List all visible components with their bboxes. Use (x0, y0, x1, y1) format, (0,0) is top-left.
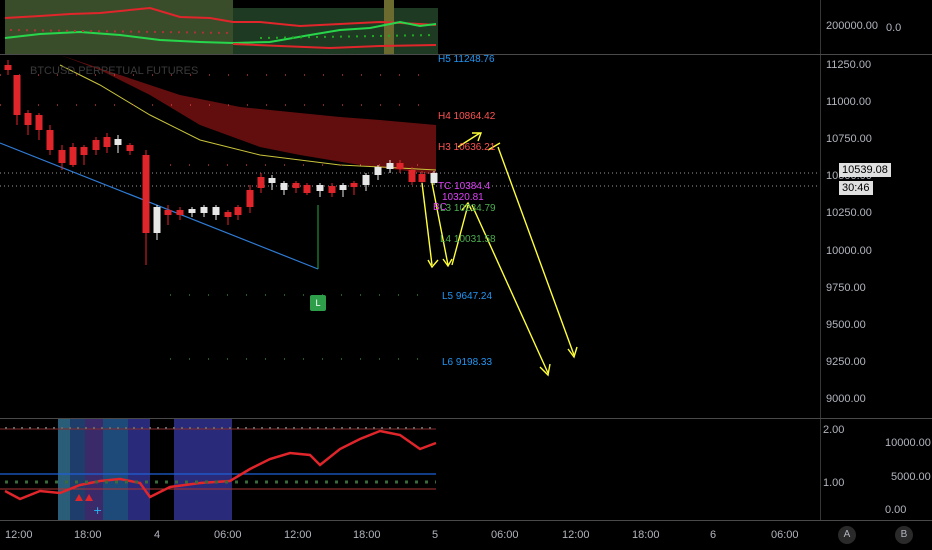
candle-body (386, 163, 394, 169)
level-h4: H4 10864.42 (438, 111, 496, 122)
price-tick: 10000.00 (826, 245, 872, 257)
level-l3: L3 10234.79 (440, 203, 496, 214)
time-label: 18:00 (632, 529, 660, 541)
top-indicator-graphic (4, 0, 438, 54)
top-price-label: 200000.00 (826, 20, 878, 32)
current-price-badge: 10539.08 (839, 163, 891, 177)
time-label: 12:00 (5, 529, 33, 541)
candle-body (246, 190, 254, 207)
countdown-badge: 30:46 (839, 181, 873, 195)
time-axis[interactable]: A B 12:00 18:00 4 06:00 12:00 18:00 5 06:00 12:0… (0, 521, 932, 550)
candle-body (303, 185, 311, 193)
candle-body (257, 177, 265, 188)
candle-body (164, 210, 172, 215)
level-h3: H3 10636.21 (438, 142, 496, 153)
candle-body (80, 147, 88, 155)
top-price-axis[interactable]: 200000.00 0.0 (820, 0, 932, 54)
time-label: 06:00 (214, 529, 242, 541)
auto-scale-label: A (843, 529, 851, 540)
main-chart-pane[interactable]: H5 11248.76 H4 10864.42 H3 10636.21 TC 1… (0, 55, 932, 418)
candle-body (188, 209, 196, 213)
svg-text:+: + (93, 504, 102, 517)
log-scale-label: B (900, 529, 908, 540)
candle-body (328, 186, 336, 193)
candle-body (24, 113, 32, 125)
bottom-indicator-graphic: + (0, 419, 437, 520)
symbol-watermark: BTCUSD PERPETUAL FUTURES (30, 65, 199, 77)
main-chart-graphic (0, 55, 820, 377)
bottom-right-tick-0: 10000.00 (885, 437, 931, 449)
bottom-right-tick-1: 5000.00 (891, 471, 931, 483)
price-tick: 10750.00 (826, 133, 872, 145)
log-scale-button[interactable]: B (895, 526, 913, 544)
time-label: 12:00 (284, 529, 312, 541)
price-axis[interactable]: 11250.0011000.0010750.0010500.0010250.00… (820, 55, 932, 418)
candle-body (280, 183, 288, 190)
level-pivot: 10320.81 (442, 192, 484, 203)
candle-body (339, 185, 347, 190)
time-label: 4 (154, 529, 161, 541)
candle-body (58, 150, 66, 163)
level-l6: L6 9198.33 (442, 357, 493, 368)
price-tick: 11000.00 (826, 96, 872, 108)
time-label: 5 (432, 529, 439, 541)
time-label: 06:00 (491, 529, 519, 541)
candle-body (212, 207, 220, 215)
candle-body (234, 207, 242, 215)
candle-body (4, 65, 12, 70)
candle-body (46, 130, 54, 150)
level-h5: H5 11248.76 (438, 55, 495, 65)
time-label: 12:00 (562, 529, 590, 541)
bottom-indicator-pane[interactable]: + 2.00 1.00 10000.00 5000.00 0.00 (0, 419, 932, 520)
candle-body (268, 178, 276, 183)
candle-body (362, 175, 370, 185)
candle-body (153, 207, 161, 233)
candle-body (176, 210, 184, 215)
level-bc: BC (433, 202, 447, 213)
signal-marker[interactable]: L (310, 295, 326, 311)
candle-body (224, 212, 232, 217)
candle-body (35, 115, 43, 130)
time-label: 06:00 (771, 529, 799, 541)
level-tc: TC 10384.4 (438, 181, 491, 192)
time-label: 18:00 (74, 529, 102, 541)
price-tick: 9250.00 (826, 356, 866, 368)
candle-body (418, 174, 426, 182)
top-right-label: 0.0 (886, 22, 902, 34)
candle-body (142, 155, 150, 233)
candle-body (13, 75, 21, 115)
candle-body (200, 207, 208, 213)
candle-body (92, 140, 100, 150)
candle-body (103, 137, 111, 147)
candle-body (430, 173, 438, 183)
bottom-left-tick-0: 2.00 (823, 424, 845, 436)
bottom-right-tick-2: 0.00 (885, 504, 907, 516)
candle-body (114, 139, 122, 145)
price-tick: 10250.00 (826, 207, 872, 219)
bottom-left-tick-1: 1.00 (823, 477, 845, 489)
candle-body (69, 147, 77, 165)
candle-body (316, 185, 324, 191)
signal-marker-label: L (315, 298, 321, 308)
bottom-axis[interactable]: 2.00 1.00 10000.00 5000.00 0.00 (820, 419, 932, 520)
top-indicator-pane[interactable]: 200000.00 0.0 (0, 0, 932, 54)
price-tick: 11250.00 (826, 59, 872, 71)
candle-body (292, 183, 300, 188)
candle-body (126, 145, 134, 151)
time-label: 18:00 (353, 529, 381, 541)
time-label: 6 (710, 529, 717, 541)
price-tick: 9500.00 (826, 319, 866, 331)
candle-body (374, 167, 382, 175)
candle-body (350, 183, 358, 187)
candle-body (396, 163, 404, 169)
auto-scale-button[interactable]: A (838, 526, 856, 544)
level-l4: L4 10031.58 (440, 234, 496, 245)
level-l5: L5 9647.24 (442, 291, 493, 302)
candle-body (408, 170, 416, 182)
price-tick: 9000.00 (826, 393, 866, 405)
price-tick: 9750.00 (826, 282, 866, 294)
